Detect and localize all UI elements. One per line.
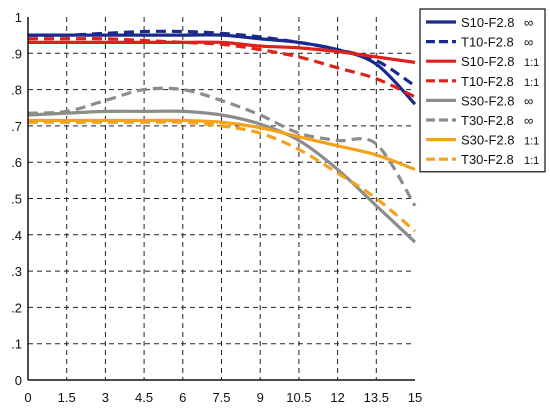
series-line-2 bbox=[28, 40, 416, 64]
x-tick-label: 4.5 bbox=[135, 390, 153, 405]
legend-label-7: T30-F2.8 bbox=[461, 152, 514, 167]
legend-label-2: S10-F2.8 bbox=[461, 54, 514, 69]
legend-label-6: S30-F2.8 bbox=[461, 133, 514, 148]
x-tick-label: 10.5 bbox=[286, 390, 311, 405]
legend-label-3: T10-F2.8 bbox=[461, 74, 514, 89]
y-tick-label: .4 bbox=[11, 228, 22, 243]
chart-tick-labels: 0 1.5 3 4.5 6 7.5 9 10.5 12 13.5 15 0 .1 .2 .3 .4 .5 .6 .7… bbox=[11, 10, 422, 405]
x-tick-label: 6 bbox=[179, 390, 186, 405]
legend-label-4: S30-F2.8 bbox=[461, 93, 514, 108]
chart-series bbox=[27, 29, 417, 244]
legend-label-1: T10-F2.8 bbox=[461, 35, 514, 50]
y-tick-label: .5 bbox=[11, 192, 22, 207]
x-tick-label: 1.5 bbox=[58, 390, 76, 405]
series-line-7 bbox=[28, 120, 417, 233]
legend-label-5: T30-F2.8 bbox=[461, 113, 514, 128]
chart-axes bbox=[27, 17, 415, 381]
y-tick-label: .1 bbox=[11, 337, 22, 352]
chart-legend: S10-F2.8 ∞ T10-F2.8 ∞ S10-F2.8 1:1 T10-F2.8 1:1… bbox=[419, 8, 546, 173]
x-tick-label: 9 bbox=[257, 390, 264, 405]
series-line-3 bbox=[27, 37, 416, 99]
y-tick-label: .8 bbox=[11, 83, 22, 98]
y-tick-label: .3 bbox=[11, 264, 22, 279]
series-line-6 bbox=[28, 118, 416, 171]
y-tick-label: .6 bbox=[11, 155, 22, 170]
x-tick-label: 0 bbox=[24, 390, 31, 405]
legend-suffix-4: ∞ bbox=[524, 93, 533, 108]
x-tick-label: 12 bbox=[330, 390, 344, 405]
legend-suffix-5: ∞ bbox=[524, 113, 533, 128]
legend-suffix-3: 1:1 bbox=[524, 77, 539, 89]
y-tick-label: 1 bbox=[15, 10, 22, 25]
x-tick-label: 7.5 bbox=[212, 390, 230, 405]
legend-label-0: S10-F2.8 bbox=[461, 15, 514, 30]
legend-suffix-1: ∞ bbox=[524, 35, 533, 50]
legend-suffix-7: 1:1 bbox=[524, 155, 539, 167]
y-tick-label: .2 bbox=[11, 300, 22, 315]
y-tick-label: .7 bbox=[11, 119, 22, 134]
x-tick-label: 13.5 bbox=[364, 390, 389, 405]
legend-suffix-2: 1:1 bbox=[524, 57, 539, 69]
legend-box bbox=[419, 8, 546, 173]
y-tick-label: .9 bbox=[11, 46, 22, 61]
legend-suffix-6: 1:1 bbox=[524, 136, 539, 148]
series-line-4 bbox=[27, 109, 417, 244]
series-line-5 bbox=[27, 86, 417, 207]
chart-grid bbox=[28, 17, 415, 380]
legend-suffix-0: ∞ bbox=[524, 15, 533, 30]
x-tick-label: 3 bbox=[102, 390, 109, 405]
y-tick-label: 0 bbox=[15, 373, 22, 388]
x-tick-label: 15 bbox=[408, 390, 422, 405]
